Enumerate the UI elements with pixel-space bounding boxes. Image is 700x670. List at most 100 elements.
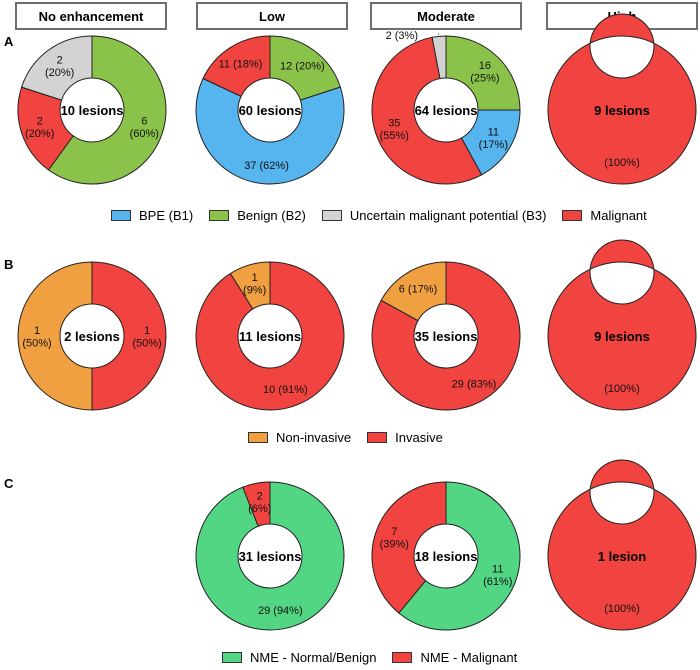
legend-swatch (248, 432, 268, 443)
legend-swatch (562, 210, 583, 221)
slice-label: 1 (9%) (243, 272, 266, 297)
legend-item-invasive: Invasive (367, 430, 443, 445)
donut-a-no-enhancement: 6 (60%) 2 (20%) 2 (20%) 10 lesions (17, 35, 167, 185)
slice-label: 7 (39%) (380, 526, 409, 551)
slice-label: 11 (17%) (479, 127, 508, 152)
center-label: 9 lesions (594, 329, 650, 344)
donut-b-no-enhancement: 1 (50%) 1 (50%) 2 lesions (17, 261, 167, 411)
donut-a-low: 12 (20%) 37 (62%) 11 (18%) 60 lesions (195, 35, 345, 185)
slice-nme-normal-benign (398, 481, 521, 631)
center-label: 35 lesions (415, 329, 478, 344)
slice-bpe-b1 (195, 77, 345, 185)
slice-uncertain-malignant-potential-b3 (431, 35, 447, 80)
slice-nme-normal-benign (195, 481, 345, 631)
slice-benign-b2 (445, 35, 521, 111)
panel-label-b: B (4, 257, 14, 272)
center-label: 11 lesions (239, 329, 301, 344)
slice-label: 2 (6%) (248, 491, 271, 515)
slice-benign-b2 (47, 35, 167, 185)
slice-label: 29 (83%) (452, 378, 497, 390)
legend-label: Uncertain malignant potential (B3) (349, 208, 547, 223)
legend-label: BPE (B1) (139, 208, 194, 223)
center-label: 1 lesion (598, 549, 646, 564)
donut-a-moderate: 16 (25%) 11 (17%) 35 (55%) 2 (3%) 64 lesions (371, 30, 521, 185)
donut-b-low: 10 (91%) 1 (9%) 11 lesions (195, 261, 345, 411)
slice-nme-malignant (371, 481, 447, 614)
slice-malignant (371, 36, 483, 185)
header-low: Low (196, 2, 348, 30)
slice-label: 11 (61%) (483, 563, 512, 588)
panel-label-c: C (4, 476, 14, 491)
slice-label: (100%) (604, 383, 639, 395)
legend-item-non-invasive: Non-invasive (248, 430, 351, 445)
slice-non-invasive (229, 261, 271, 310)
panel-label-a: A (4, 34, 14, 49)
donut-c-low: 29 (94%) 2 (6%) 31 lesions (195, 481, 345, 631)
slice-malignant (202, 35, 271, 98)
legend-panel-c: NME - Normal/Benign NME - Malignant (222, 650, 517, 665)
slice-invasive (91, 261, 167, 411)
slice-invasive (195, 261, 345, 411)
slice-label: 29 (94%) (258, 605, 303, 617)
donut-b-moderate: 29 (83%) 6 (17%) 35 lesions (371, 261, 521, 411)
legend-panel-b: Non-invasive Invasive (248, 430, 443, 445)
legend-label: NME - Malignant (420, 650, 518, 665)
slice-nme-malignant (547, 459, 697, 631)
donut-c-high: (100%) 1 lesion (547, 459, 697, 631)
legend-swatch (321, 210, 342, 221)
slice-label: 2 (20%) (25, 116, 54, 141)
header-moderate: Moderate (370, 2, 522, 30)
slice-label: 16 (25%) (470, 60, 499, 85)
donut-b-high: (100%) 9 lesions (547, 239, 697, 411)
slice-invasive (371, 261, 521, 411)
slice-label: 1 (50%) (132, 325, 161, 350)
legend-item-bpe-b1: BPE (B1) (111, 208, 193, 223)
slice-label: 35 (55%) (380, 117, 409, 142)
center-label: 10 lesions (61, 103, 124, 118)
center-label: 2 lesions (64, 329, 120, 344)
slice-label: 1 (50%) (22, 325, 51, 350)
legend-swatch (392, 652, 413, 663)
legend-item-uncertain-malignant-potential-b3: Uncertain malignant potential (B3) (321, 208, 547, 223)
legend-label: NME - Normal/Benign (250, 650, 377, 665)
slice-nme-malignant (242, 481, 271, 527)
legend-item-nme-malignant: NME - Malignant (392, 650, 517, 665)
legend-swatch (222, 652, 242, 663)
center-label: 60 lesions (239, 103, 302, 118)
legend-panel-a: BPE (B1) Benign (B2) Uncertain malignant p… (111, 208, 647, 223)
legend-swatch (209, 210, 230, 221)
slice-label: 10 (91%) (263, 384, 308, 396)
slice-uncertain-malignant-potential-b3 (20, 35, 93, 101)
center-label: 64 lesions (415, 103, 478, 118)
slice-label: 12 (20%) (280, 61, 325, 73)
slice-label: 37 (62%) (244, 160, 289, 172)
legend-swatch (111, 210, 131, 221)
center-label: 31 lesions (239, 549, 302, 564)
legend-label: Malignant (590, 208, 647, 223)
legend-item-benign-b2: Benign (B2) (209, 208, 306, 223)
donut-c-moderate: 11 (61%) 7 (39%) 18 lesions (371, 481, 521, 631)
slice-label: (100%) (604, 157, 639, 169)
slice-label: 6 (60%) (130, 116, 159, 141)
slice-non-invasive (17, 261, 93, 411)
slice-label: 11 (18%) (219, 59, 263, 71)
header-no-enhancement: No enhancement (15, 2, 167, 30)
slice-label: 2 (20%) (45, 54, 74, 79)
legend-label: Benign (B2) (237, 208, 306, 223)
legend-label: Invasive (395, 430, 443, 445)
slice-non-invasive (380, 261, 447, 322)
slice-invasive (547, 239, 697, 411)
legend-item-nme-normal-benign: NME - Normal/Benign (222, 650, 376, 665)
slice-malignant (547, 13, 697, 185)
center-label: 9 lesions (594, 103, 650, 118)
slice-label: 6 (17%) (399, 284, 438, 296)
slice-label: 2 (3%) (386, 30, 418, 42)
legend-item-malignant: Malignant (562, 208, 647, 223)
legend-swatch (367, 432, 388, 443)
slice-label: (100%) (604, 603, 639, 615)
center-label: 18 lesions (415, 549, 478, 564)
donut-a-high: (100%) 9 lesions (547, 13, 697, 185)
legend-label: Non-invasive (276, 430, 352, 445)
